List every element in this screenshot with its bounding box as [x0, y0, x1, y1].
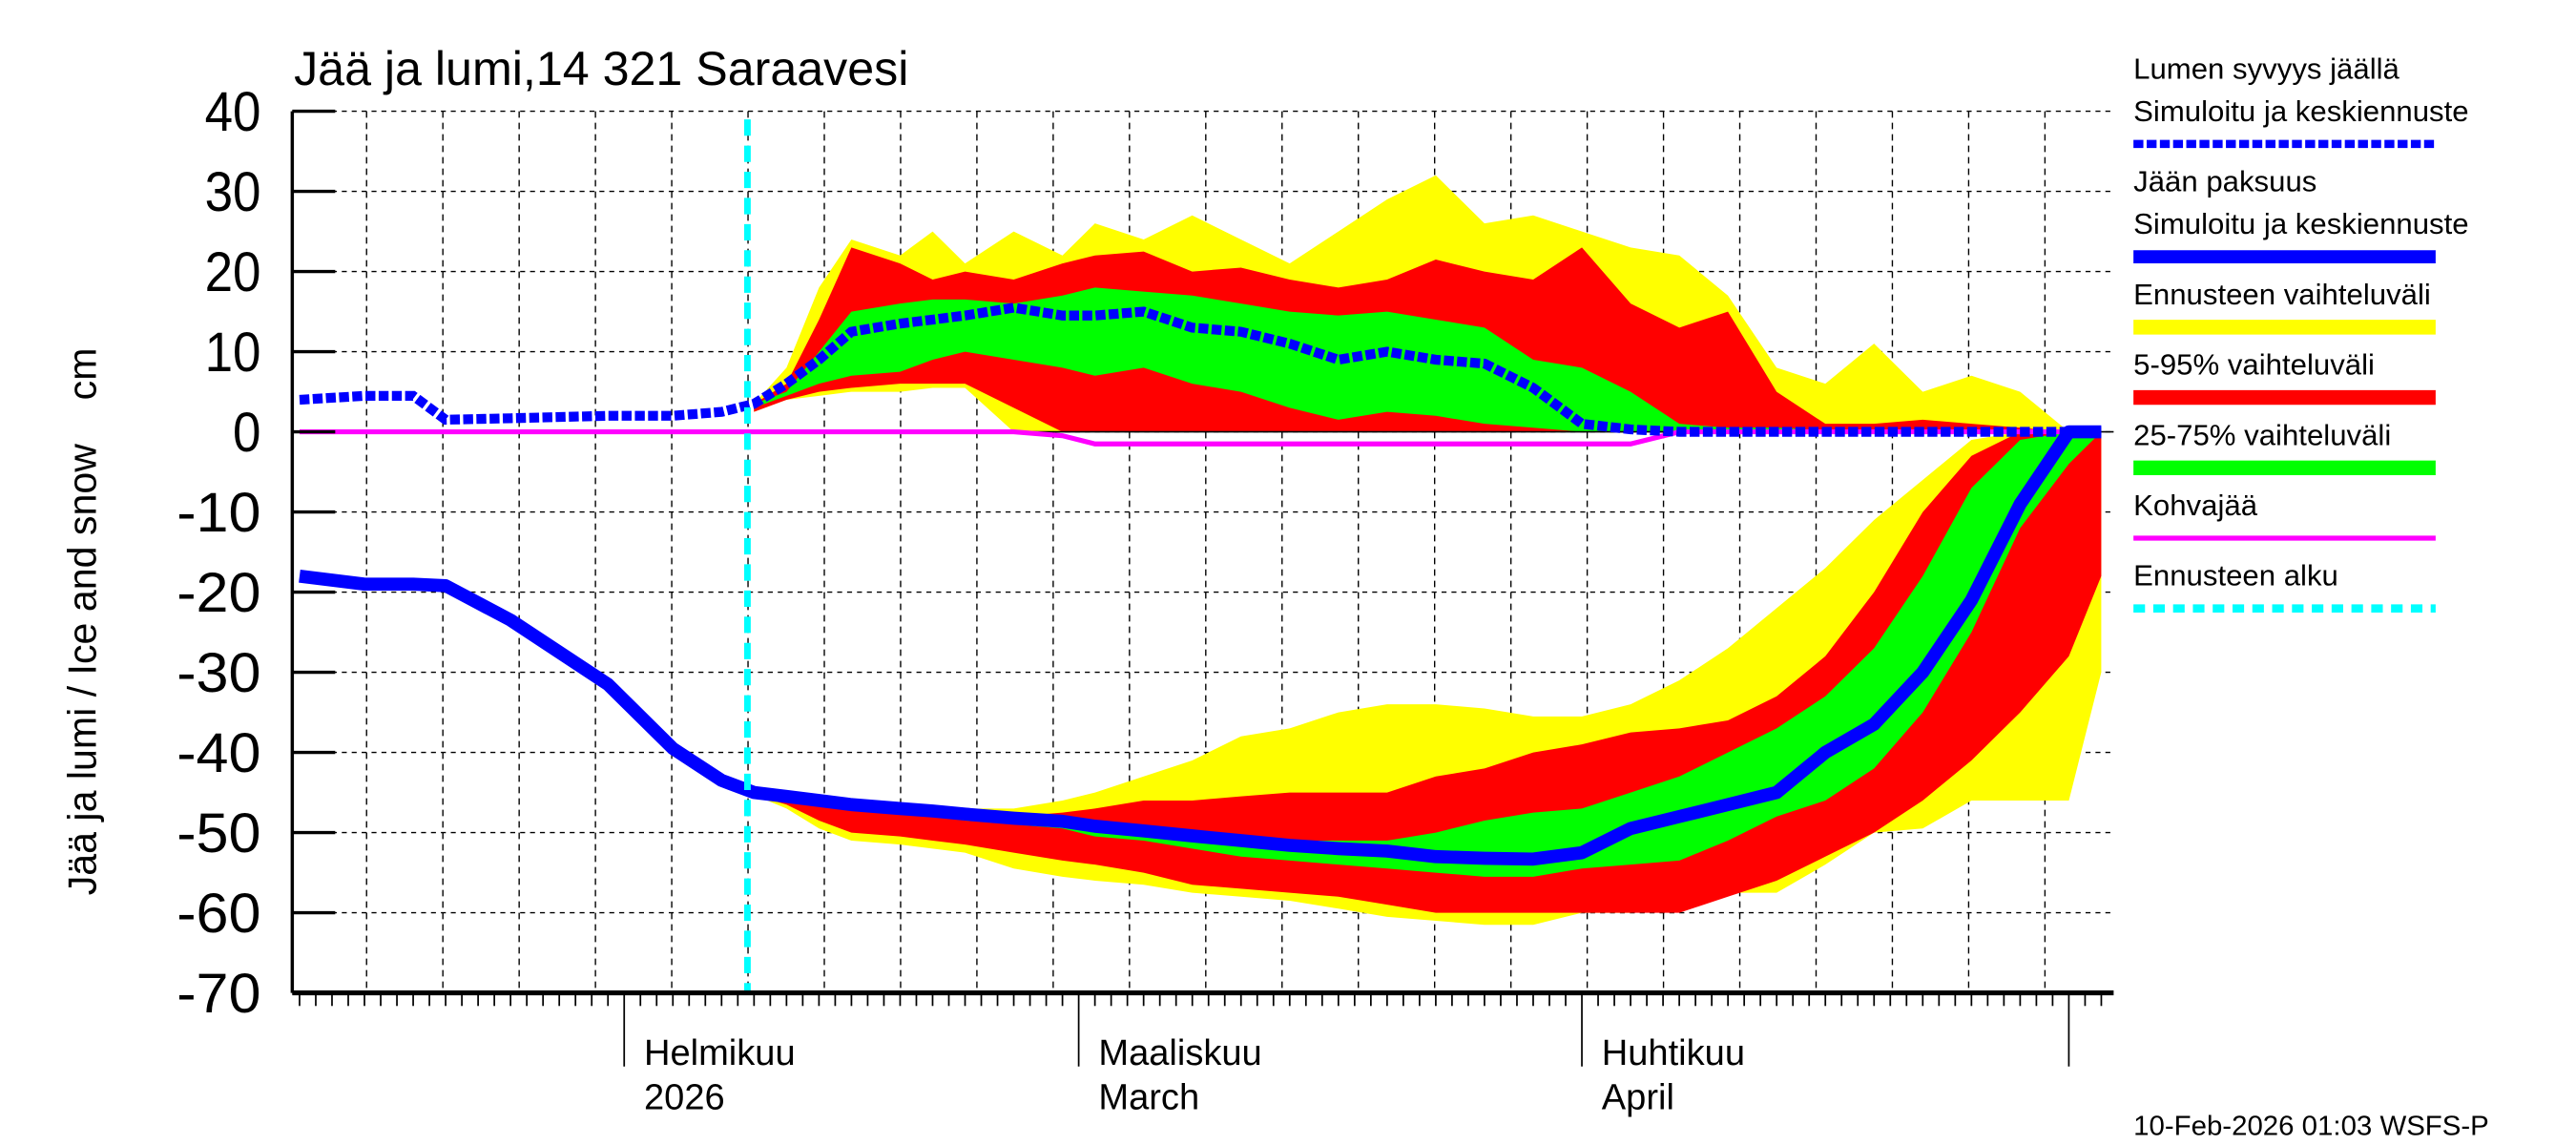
month-label: Huhtikuu	[1602, 1033, 1745, 1073]
month-label: Maaliskuu	[1098, 1033, 1261, 1073]
y-tick-label: 30	[205, 161, 261, 223]
ice-25-75-band	[754, 431, 2102, 877]
legend: Lumen syvyys jäällä Simuloitu ja keskienn…	[2133, 52, 2469, 613]
month-sublabel: March	[1098, 1077, 1199, 1117]
footer-timestamp: 10-Feb-2026 01:03 WSFS-P	[2133, 1111, 2489, 1142]
y-tick-label: -20	[177, 562, 260, 624]
month-label: Helmikuu	[644, 1033, 796, 1073]
y-tick-label: 40	[205, 81, 261, 143]
snow-depth-line	[299, 302, 2102, 437]
legend-label: Jään paksuus	[2133, 165, 2316, 198]
y-tick-label: -30	[177, 642, 260, 704]
ice-thickness-line	[299, 425, 2102, 866]
y-tick-label: 10	[205, 322, 261, 384]
month-sublabel: April	[1602, 1077, 1674, 1117]
snow-25-75-band	[754, 287, 2102, 432]
series-lines	[299, 119, 2102, 993]
axes: 40 30 20 10 0 -10 -20 -30 -40 -50 -60 -70 Helmikuu20…	[177, 81, 2114, 1117]
y-tick-label: -50	[177, 802, 260, 864]
legend-label: 25-75% vaihteluväli	[2133, 418, 2391, 451]
legend-label: Ennusteen alku	[2133, 559, 2338, 593]
chart-title: Jää ja lumi,14 321 Saraavesi	[294, 42, 908, 95]
y-tick-label: 20	[205, 241, 261, 303]
legend-label: Ennusteen vaihteluväli	[2133, 278, 2431, 311]
legend-sublabel: Simuloitu ja keskiennuste	[2133, 207, 2468, 240]
y-tick-label: -60	[177, 883, 260, 945]
bands	[292, 175, 2114, 926]
y-axis-label: Jää ja lumi / Ice and snow cm	[60, 348, 104, 896]
legend-sublabel: Simuloitu ja keskiennuste	[2133, 94, 2468, 128]
y-tick-label: 0	[233, 402, 260, 464]
legend-label: Lumen syvyys jäällä	[2133, 52, 2399, 85]
month-sublabel: 2026	[644, 1077, 725, 1117]
legend-label: 5-95% vaihteluväli	[2133, 348, 2375, 382]
y-tick-label: -40	[177, 722, 260, 784]
y-tick-label: -10	[177, 482, 260, 544]
legend-label: Kohvajää	[2133, 489, 2258, 522]
y-tick-label: -70	[177, 963, 260, 1025]
